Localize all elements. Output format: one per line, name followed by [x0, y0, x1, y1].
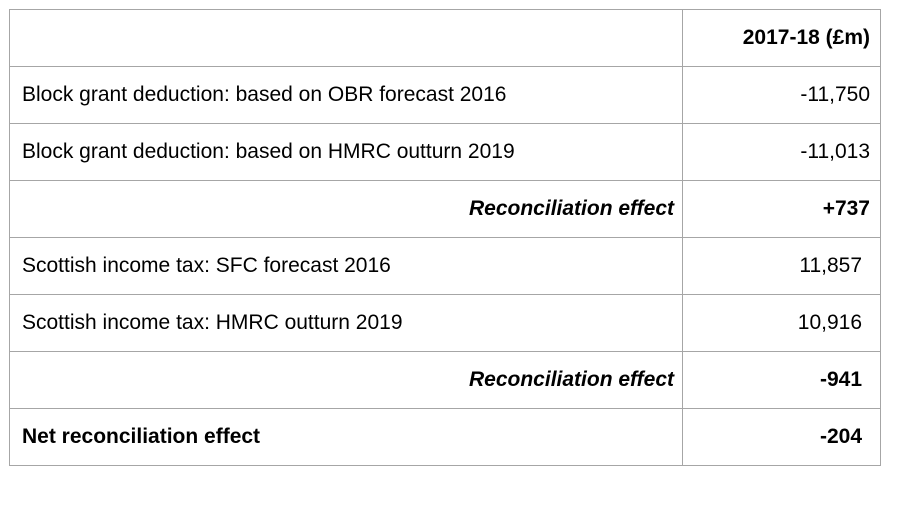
row-label: Block grant deduction: based on OBR fore… — [9, 66, 683, 124]
subtotal-label: Reconciliation effect — [9, 351, 683, 409]
total-value: -204 — [682, 408, 881, 466]
row-label: Scottish income tax: HMRC outturn 2019 — [9, 294, 683, 352]
row-value: 10,916 — [682, 294, 881, 352]
header-year-cell: 2017-18 (£m) — [682, 9, 881, 67]
table-row: Scottish income tax: HMRC outturn 2019 1… — [9, 294, 881, 352]
row-value: -11,750 — [682, 66, 881, 124]
total-row: Net reconciliation effect -204 — [9, 408, 881, 466]
subtotal-value: -941 — [682, 351, 881, 409]
subtotal-row: Reconciliation effect -941 — [9, 351, 881, 409]
subtotal-label: Reconciliation effect — [9, 180, 683, 238]
total-label: Net reconciliation effect — [9, 408, 683, 466]
table-row: Block grant deduction: based on OBR fore… — [9, 66, 881, 124]
table-row: Scottish income tax: SFC forecast 2016 1… — [9, 237, 881, 295]
subtotal-row: Reconciliation effect +737 — [9, 180, 881, 238]
row-value: 11,857 — [682, 237, 881, 295]
table-row: Block grant deduction: based on HMRC out… — [9, 123, 881, 181]
subtotal-value: +737 — [682, 180, 881, 238]
row-label: Block grant deduction: based on HMRC out… — [9, 123, 683, 181]
row-label: Scottish income tax: SFC forecast 2016 — [9, 237, 683, 295]
table-header-row: 2017-18 (£m) — [9, 9, 881, 67]
header-label-cell — [9, 9, 683, 67]
reconciliation-table: 2017-18 (£m) Block grant deduction: base… — [9, 9, 881, 466]
row-value: -11,013 — [682, 123, 881, 181]
